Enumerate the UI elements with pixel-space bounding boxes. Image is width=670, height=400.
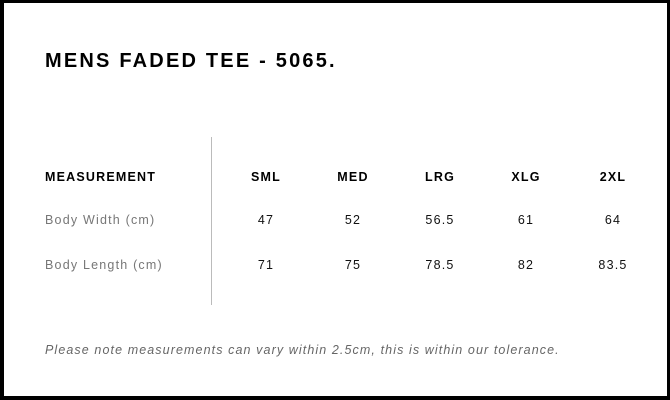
table-cell: 56.5 [425, 213, 455, 227]
size-chart-card: MENS FADED TEE - 5065. MEASUREMENT SML M… [4, 3, 667, 396]
size-header-sml: SML [251, 170, 281, 184]
size-header-2xl: 2XL [599, 170, 627, 184]
row-label-body-length: Body Length (cm) [45, 258, 163, 272]
table-cell: 78.5 [425, 258, 455, 272]
table-cell: 75 [344, 258, 362, 272]
table-cell: 47 [257, 213, 275, 227]
table-cell: 52 [344, 213, 362, 227]
size-header-xlg: XLG [511, 170, 541, 184]
table-cell: 83.5 [598, 258, 628, 272]
measurement-header: MEASUREMENT [45, 170, 157, 184]
tolerance-note: Please note measurements can vary within… [45, 343, 560, 357]
size-header-med: MED [337, 170, 369, 184]
size-header-lrg: LRG [425, 170, 455, 184]
table-cell: 82 [517, 258, 535, 272]
column-divider [211, 137, 212, 305]
page-title: MENS FADED TEE - 5065. [45, 50, 337, 72]
table-cell: 64 [604, 213, 622, 227]
table-cell: 61 [517, 213, 535, 227]
table-cell: 71 [257, 258, 275, 272]
row-label-body-width: Body Width (cm) [45, 213, 156, 227]
